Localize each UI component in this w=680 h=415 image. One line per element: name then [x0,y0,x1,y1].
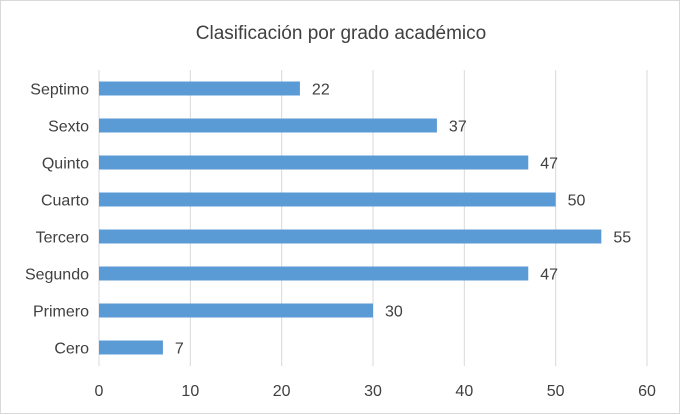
data-labels: 22 37 47 50 55 47 30 7 [175,82,631,358]
bars [99,81,602,355]
x-tick-label: 60 [638,383,656,400]
bar-sexto [99,118,437,133]
category-label: Segundo [25,267,89,284]
data-label: 47 [540,156,558,173]
data-label: 37 [449,119,467,136]
x-tick-label: 40 [455,383,473,400]
category-label: Septimo [30,82,89,99]
category-label: Primero [33,304,89,321]
bar-cuarto [99,192,556,207]
category-label: Cero [54,341,89,358]
data-label: 7 [175,341,184,358]
data-label: 30 [385,304,403,321]
bar-primero [99,303,373,318]
bar-septimo [99,81,300,96]
category-label: Cuarto [41,193,89,210]
bar-segundo [99,266,529,281]
bar-tercero [99,229,602,244]
x-tick-label: 10 [181,383,199,400]
data-label: 47 [540,267,558,284]
gridlines [98,70,648,366]
category-labels: Septimo Sexto Quinto Cuarto Tercero Segundo Pr… [25,82,89,358]
x-tick-label: 30 [364,383,382,400]
x-tick-label: 0 [95,383,104,400]
data-label: 55 [613,230,631,247]
x-tick-label: 20 [273,383,291,400]
bar-cero [99,340,163,355]
category-label: Quinto [42,156,89,173]
category-label: Tercero [36,230,89,247]
x-tick-label: 50 [547,383,565,400]
x-axis-ticks: 0 10 20 30 40 50 60 [95,383,656,400]
chart-title: Clasificación por grado académico [196,23,486,44]
data-label: 22 [312,82,330,99]
bar-quinto [99,155,529,170]
category-label: Sexto [48,119,89,136]
data-label: 50 [568,193,586,210]
